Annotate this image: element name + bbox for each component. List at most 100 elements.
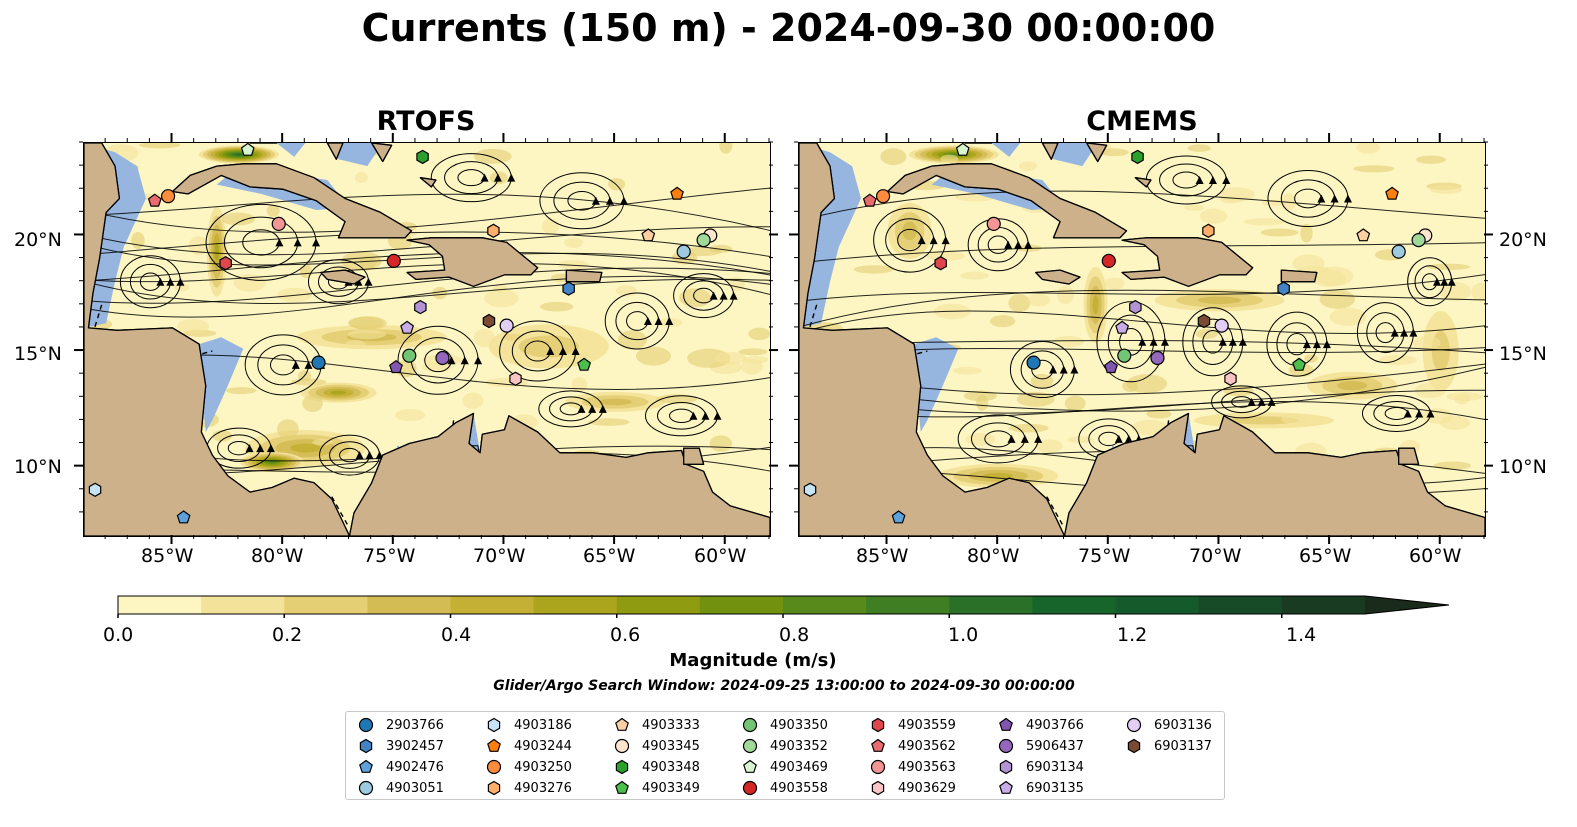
speed-contour xyxy=(635,346,671,366)
streamline-arrow xyxy=(1330,194,1339,203)
legend-entry: 4903349 xyxy=(614,778,700,798)
speed-contour xyxy=(1281,193,1297,211)
legend-label: 4903348 xyxy=(642,759,700,775)
colorbar-segment xyxy=(1115,596,1200,614)
float-marker-4903563 xyxy=(271,216,286,232)
speed-contour xyxy=(1415,155,1446,164)
streamline-arrow xyxy=(577,404,586,413)
legend-marker-4903352 xyxy=(742,738,758,754)
shelf-area xyxy=(991,143,1021,157)
float-marker-3902457 xyxy=(1277,281,1290,296)
colorbar-segment xyxy=(284,596,368,614)
shelf-area xyxy=(914,337,959,432)
float-marker-4903629 xyxy=(509,371,522,386)
streamline-arrow xyxy=(245,444,254,453)
float-marker-4903250 xyxy=(875,189,891,204)
float-marker-6903135 xyxy=(1115,320,1130,334)
streamline-arrow xyxy=(275,238,284,247)
float-marker-5906437 xyxy=(1150,350,1165,366)
speed-contour xyxy=(473,328,496,348)
speed-contour xyxy=(1098,148,1129,157)
legend-entry: 6903134 xyxy=(998,757,1084,777)
legend-entry: 4903558 xyxy=(742,778,828,798)
legend-entry: 5906437 xyxy=(998,736,1084,756)
lat-tick-label: 20°N xyxy=(14,229,62,251)
legend-label: 4903051 xyxy=(386,780,444,796)
legend-label: 6903134 xyxy=(1026,759,1084,775)
lon-tick-label: 80°W xyxy=(967,545,1020,567)
streamline-arrow xyxy=(1208,175,1217,184)
streamline-arrow xyxy=(917,236,926,245)
legend-marker-4903250 xyxy=(486,759,502,775)
speed-contour xyxy=(1092,295,1099,315)
speed-contour xyxy=(740,359,763,375)
map-panel-rtofs[interactable] xyxy=(83,142,771,537)
float-marker-4903349 xyxy=(577,357,592,371)
legend-marker-6903135 xyxy=(999,780,1013,794)
speed-contour xyxy=(1052,335,1084,348)
streamline xyxy=(84,267,770,304)
legend-marker-icon xyxy=(871,738,885,752)
streamline-arrow xyxy=(1138,337,1147,346)
land-mass xyxy=(171,163,413,239)
legend-marker-4903766 xyxy=(999,717,1013,731)
shelf-area xyxy=(199,337,244,432)
streamline-arrow xyxy=(598,404,607,413)
land-mass xyxy=(1086,143,1108,163)
speed-contour xyxy=(1187,144,1211,152)
colorbar-segment xyxy=(616,596,701,614)
streamline-arrow xyxy=(447,356,456,365)
float-marker-4903562 xyxy=(862,193,877,207)
speed-contour xyxy=(719,143,733,154)
colorbar-tick-label: 1.0 xyxy=(948,624,979,646)
speed-contour xyxy=(1446,392,1483,401)
colorbar-extend-arrow xyxy=(1364,596,1449,614)
legend-entry: 4903051 xyxy=(358,778,444,798)
streamline xyxy=(84,278,770,305)
float-marker-6903136 xyxy=(499,318,514,333)
land-mass xyxy=(1121,237,1254,287)
speed-contour xyxy=(1026,293,1051,307)
legend-marker-icon xyxy=(487,738,501,752)
speed-contour xyxy=(952,366,982,375)
legend-entry: 4903563 xyxy=(870,757,956,777)
legend-label: 4902476 xyxy=(386,759,444,775)
streamline-arrow xyxy=(1034,434,1043,443)
streamline-arrow xyxy=(1409,328,1418,337)
streamline-arrow xyxy=(1020,434,1029,443)
lon-tick-label: 70°W xyxy=(473,545,526,567)
speed-contour xyxy=(656,394,698,404)
legend-entry: 4903469 xyxy=(742,757,828,777)
land-mass xyxy=(799,143,1066,536)
streamline-arrow xyxy=(929,236,938,245)
legend-marker-6903137 xyxy=(1127,738,1141,754)
land-mass xyxy=(419,177,437,188)
legend-entry: 4903244 xyxy=(486,736,572,756)
speed-contour xyxy=(347,329,387,340)
streamline-arrow xyxy=(355,451,364,460)
streamline-arrow xyxy=(1124,434,1133,443)
legend-marker-2903766 xyxy=(358,717,374,733)
lon-tick-label: 65°W xyxy=(583,545,636,567)
speed-contour xyxy=(188,236,208,256)
streamline-arrow xyxy=(1007,434,1016,443)
legend-label: 4903244 xyxy=(514,738,572,754)
streamline-arrow xyxy=(364,277,373,286)
float-marker-6903134 xyxy=(414,299,427,315)
float-marker-4903766 xyxy=(389,359,403,374)
legend-label: 3902457 xyxy=(386,738,444,754)
lon-tick-label: 70°W xyxy=(1189,545,1242,567)
map-canvas-cmems xyxy=(799,143,1485,536)
float-marker-4903558 xyxy=(386,253,401,269)
map-panel-cmems[interactable] xyxy=(798,142,1486,537)
streamline-arrow xyxy=(619,196,628,205)
speed-contour xyxy=(1315,266,1354,286)
speed-contour xyxy=(1197,296,1242,304)
speed-contour xyxy=(940,154,959,164)
legend-marker-4902476 xyxy=(359,759,373,773)
streamline-arrow xyxy=(480,173,489,182)
float-marker-4903348 xyxy=(416,149,429,165)
legend-marker-icon xyxy=(743,759,757,773)
legend-entry: 4902476 xyxy=(358,757,444,777)
legend-entry: 4903559 xyxy=(870,715,956,735)
